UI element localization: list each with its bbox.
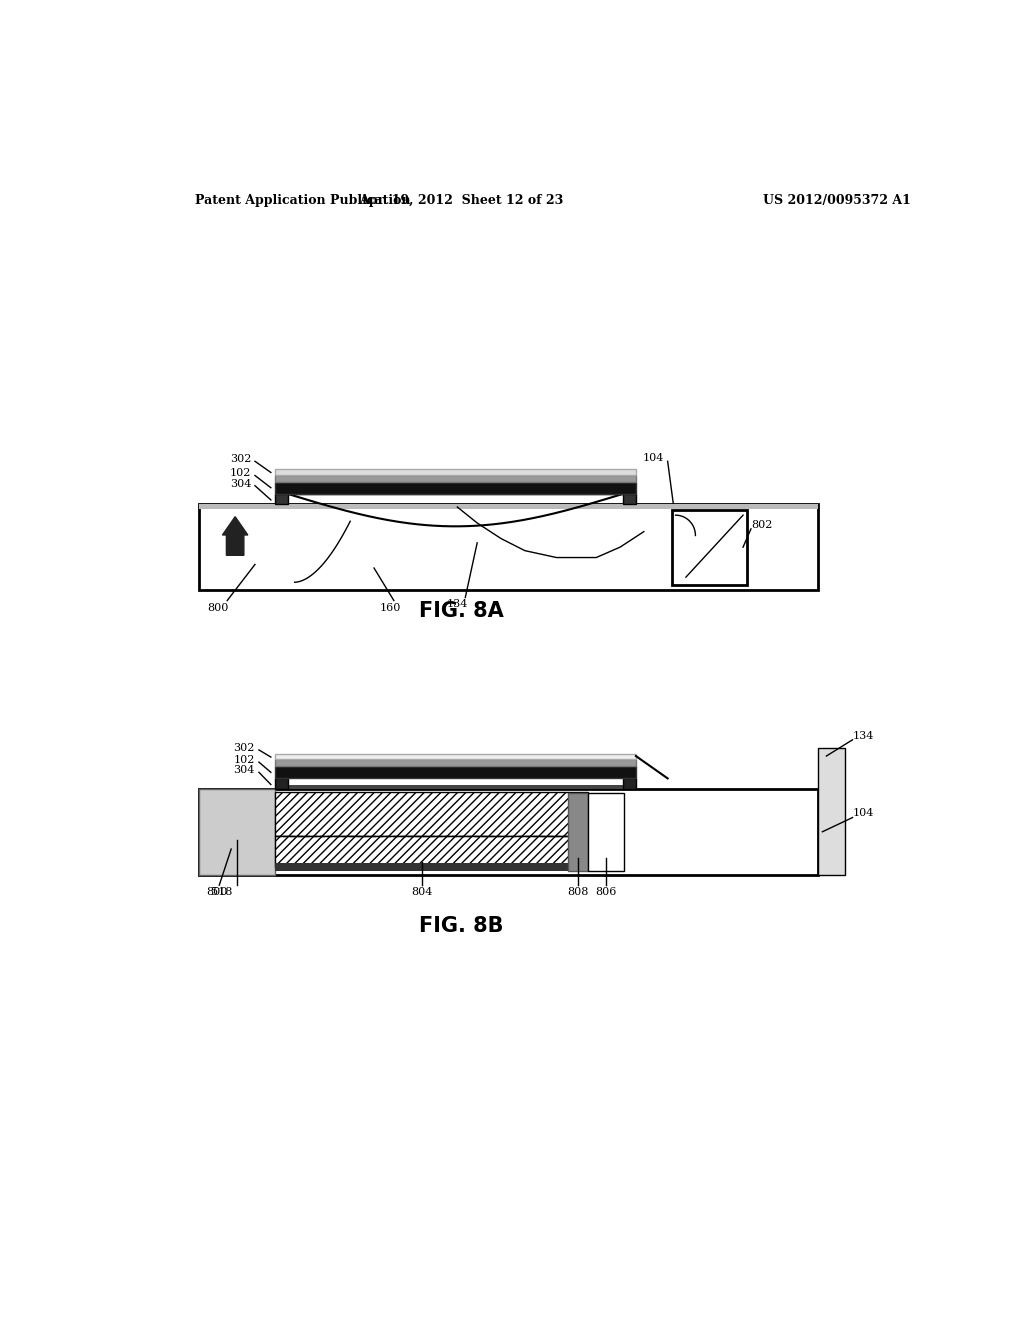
Bar: [200, 504, 818, 510]
Text: 800: 800: [207, 602, 228, 612]
Bar: [568, 792, 588, 871]
Bar: [274, 474, 636, 482]
Bar: [200, 788, 818, 875]
Bar: [672, 510, 748, 585]
Bar: [588, 792, 624, 871]
Bar: [274, 494, 288, 504]
Bar: [200, 504, 818, 590]
Text: 304: 304: [229, 479, 251, 488]
Bar: [200, 788, 274, 875]
Text: 518: 518: [211, 887, 232, 898]
Text: 134: 134: [446, 598, 468, 609]
Text: 804: 804: [411, 887, 432, 898]
Text: 302: 302: [233, 743, 255, 752]
Text: 800: 800: [206, 887, 227, 898]
Text: FIG. 8B: FIG. 8B: [419, 916, 504, 936]
Text: 160: 160: [379, 602, 400, 612]
Bar: [274, 863, 589, 871]
Text: 304: 304: [233, 766, 255, 775]
Text: 802: 802: [751, 520, 772, 529]
Bar: [274, 470, 636, 474]
Text: 806: 806: [596, 887, 616, 898]
Bar: [624, 779, 636, 788]
Text: 104: 104: [853, 808, 873, 818]
Text: FIG. 8A: FIG. 8A: [419, 601, 504, 620]
Text: Apr. 19, 2012  Sheet 12 of 23: Apr. 19, 2012 Sheet 12 of 23: [359, 194, 563, 207]
Text: US 2012/0095372 A1: US 2012/0095372 A1: [763, 194, 910, 207]
Bar: [274, 759, 636, 766]
Text: 104: 104: [642, 453, 664, 463]
Bar: [818, 748, 845, 875]
Text: 302: 302: [229, 454, 251, 465]
Text: 134: 134: [853, 731, 873, 741]
Bar: [274, 784, 636, 788]
Text: Patent Application Publication: Patent Application Publication: [196, 194, 411, 207]
Bar: [274, 482, 636, 494]
Text: 808: 808: [567, 887, 589, 898]
Bar: [624, 494, 636, 504]
Bar: [274, 792, 589, 836]
Text: 102: 102: [233, 755, 255, 766]
Text: 102: 102: [229, 469, 251, 478]
Bar: [274, 766, 636, 779]
Bar: [274, 836, 589, 867]
Bar: [274, 754, 636, 759]
FancyArrow shape: [222, 516, 248, 556]
Bar: [274, 779, 288, 788]
